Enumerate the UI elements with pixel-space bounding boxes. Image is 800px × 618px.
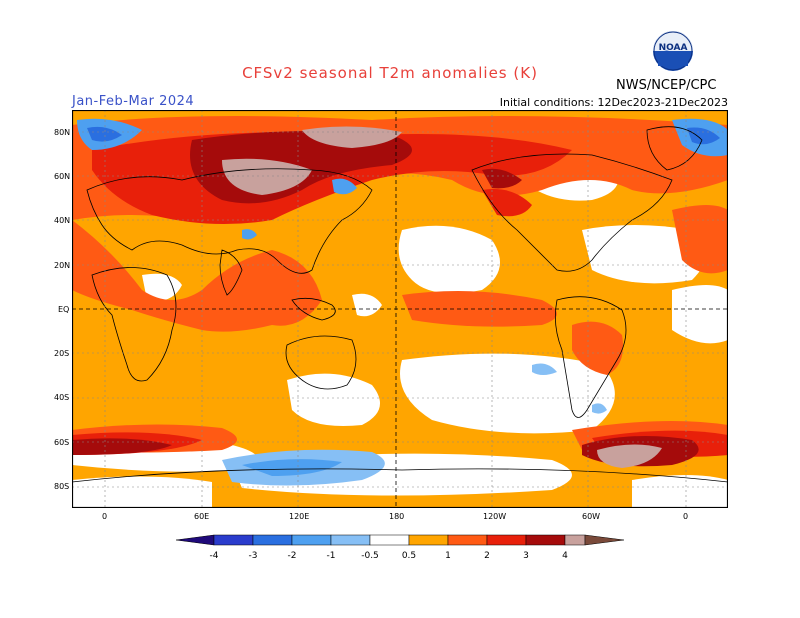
- colorbar-arrow-high: [584, 534, 624, 546]
- lon-label-60w: 60W: [582, 512, 601, 521]
- colorbar-tick-neg2: -2: [288, 551, 297, 561]
- lon-label-120e: 120E: [289, 512, 310, 521]
- map-gridlines: [72, 110, 728, 508]
- lat-label-20s: 20S: [54, 349, 70, 358]
- colorbar-bin-4-plus: [564, 534, 586, 546]
- lon-label-0: 0: [102, 512, 108, 521]
- colorbar-tick-2: 2: [484, 551, 490, 561]
- lat-label-80n: 80N: [54, 128, 71, 137]
- colorbar-tick-05: 0.5: [402, 551, 416, 561]
- colorbar-bin-1-2: [447, 534, 488, 546]
- colorbar: -4 -3 -2 -1 -0.5 0.5 1 2 3 4: [176, 534, 624, 561]
- temperature-anomaly-map: [72, 110, 728, 508]
- colorbar-bin-neg2-neg1: [291, 534, 332, 546]
- lon-label-0-east: 0: [683, 512, 689, 521]
- lat-label-eq: EQ: [58, 305, 70, 314]
- colorbar-bin-05-1: [408, 534, 449, 546]
- season-label: Jan-Feb-Mar 2024: [72, 94, 195, 109]
- colorbar-arrow-low: [176, 534, 215, 546]
- colorbar-tick-4: 4: [562, 551, 568, 561]
- colorbar-bin-2-3: [486, 534, 527, 546]
- continent-outlines: [72, 126, 728, 483]
- noaa-logo: NOAA: [653, 31, 693, 71]
- lon-label-180: 180: [389, 512, 405, 521]
- colorbar-tick-neg05: -0.5: [361, 551, 379, 561]
- map-title: CFSv2 seasonal T2m anomalies (K): [242, 64, 538, 82]
- colorbar-bin-neg3-neg2: [252, 534, 293, 546]
- lat-label-40n: 40N: [54, 216, 71, 225]
- colorbar-bin-neg4-neg3: [213, 534, 254, 546]
- colorbar-tick-neg4: -4: [210, 551, 219, 561]
- agency-label: NWS/NCEP/CPC: [616, 78, 717, 93]
- colorbar-tick-3: 3: [523, 551, 529, 561]
- colorbar-bin-3-4: [525, 534, 566, 546]
- lat-label-60n: 60N: [54, 172, 71, 181]
- lat-label-80s: 80S: [54, 482, 70, 491]
- colorbar-bin-neutral: [369, 534, 410, 546]
- lon-label-60e: 60E: [194, 512, 210, 521]
- cold-anomaly-regions: [77, 118, 728, 486]
- lat-label-40s: 40S: [54, 393, 70, 402]
- colorbar-tick-1: 1: [445, 551, 451, 561]
- map-frame: [72, 110, 728, 508]
- initial-conditions-label: Initial conditions: 12Dec2023-21Dec2023: [499, 96, 728, 109]
- lon-label-120w: 120W: [483, 512, 507, 521]
- logo-text: NOAA: [659, 43, 688, 53]
- colorbar-tick-neg3: -3: [249, 551, 258, 561]
- colorbar-bin-neg1-neg05: [330, 534, 371, 546]
- lat-label-60s: 60S: [54, 438, 70, 447]
- lat-label-20n: 20N: [54, 261, 71, 270]
- colorbar-tick-neg1: -1: [327, 551, 336, 561]
